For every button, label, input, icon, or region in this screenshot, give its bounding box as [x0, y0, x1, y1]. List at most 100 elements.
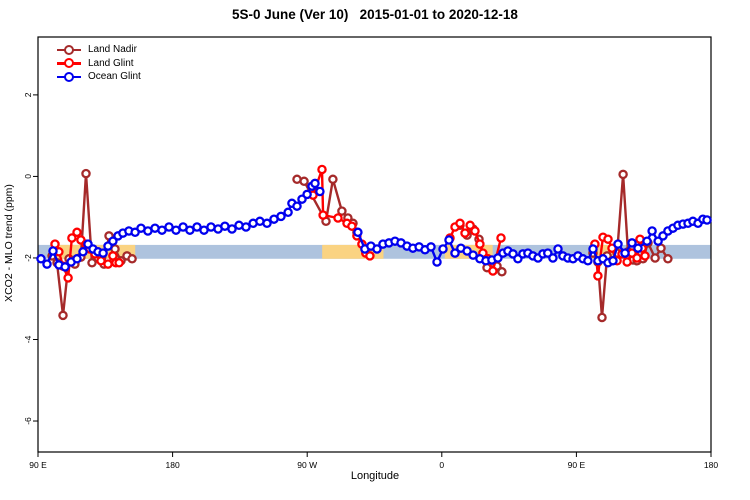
data-point-marker — [608, 256, 618, 266]
y-tick-label: 2 — [23, 92, 33, 97]
legend-item-label: Land Nadir — [88, 44, 137, 55]
open-circle-marker-icon — [64, 58, 74, 69]
data-point-marker — [588, 244, 598, 254]
data-point-marker — [72, 227, 82, 238]
data-point-marker — [372, 244, 382, 254]
data-point-marker — [496, 233, 506, 243]
y-tick-label: -6 — [23, 417, 33, 425]
x-tick-label: 90 E — [568, 460, 586, 470]
data-point-marker — [337, 206, 347, 216]
legend-item: Land Glint — [57, 57, 141, 71]
data-point-marker — [632, 253, 642, 263]
data-point-marker — [227, 224, 237, 234]
data-point-marker — [462, 246, 472, 256]
data-point-marker — [328, 174, 338, 185]
data-point-marker — [63, 273, 73, 283]
data-point-marker — [347, 221, 357, 231]
data-point-marker — [432, 257, 442, 267]
legend-line-sample — [57, 58, 81, 69]
legend-item-label: Land Glint — [88, 57, 134, 69]
data-point-marker — [450, 248, 460, 258]
data-point-marker — [42, 259, 52, 269]
data-point-marker — [48, 246, 58, 256]
data-point-marker — [603, 234, 613, 244]
chart-legend: Land Nadir Land Glint Ocean Glint — [57, 43, 141, 84]
data-point-marker — [315, 186, 325, 197]
plot-border — [37, 36, 712, 453]
y-tick-label: 0 — [23, 174, 33, 179]
data-point-marker — [103, 259, 113, 269]
data-point-marker — [640, 251, 650, 261]
x-tick-label: 180 — [704, 460, 718, 470]
data-point-marker — [702, 215, 712, 225]
data-point-marker — [302, 189, 312, 200]
data-point-marker — [108, 236, 118, 246]
data-point-marker — [365, 251, 375, 261]
data-point-marker — [618, 169, 628, 180]
data-point-marker — [468, 250, 478, 260]
data-point-marker — [444, 235, 454, 245]
data-point-marker — [78, 247, 88, 257]
data-point-marker — [292, 201, 302, 211]
data-point-marker — [647, 226, 657, 236]
data-point-marker — [642, 236, 652, 246]
legend-item: Land Nadir — [57, 43, 141, 57]
legend-line-sample — [57, 44, 81, 55]
data-point-marker — [548, 253, 558, 263]
legend-item-label: Ocean Glint — [88, 71, 141, 82]
open-circle-marker-icon — [64, 44, 74, 55]
x-tick-label: 90 E — [29, 460, 47, 470]
data-point-marker — [81, 168, 91, 179]
data-point-marker — [622, 257, 632, 267]
y-axis-label: XCO2 - MLO trend (ppm) — [3, 184, 15, 302]
data-point-marker — [426, 242, 436, 252]
open-circle-marker-icon — [64, 71, 74, 82]
data-point-marker — [627, 238, 637, 248]
data-point-marker — [633, 243, 643, 253]
data-point-marker — [497, 267, 507, 277]
data-point-marker — [36, 254, 46, 264]
data-point-marker — [299, 176, 309, 187]
data-point-marker — [276, 211, 286, 222]
data-point-marker — [620, 248, 630, 258]
data-point-marker — [597, 312, 607, 323]
data-point-marker — [67, 233, 77, 243]
data-point-marker — [470, 226, 480, 236]
data-point-marker — [353, 227, 363, 238]
series-ocean-glint — [36, 178, 712, 272]
data-point-marker — [613, 239, 623, 249]
x-tick-label: 90 W — [297, 460, 317, 470]
data-point-marker — [317, 164, 327, 175]
y-tick-label: -2 — [23, 254, 33, 262]
data-point-marker — [553, 244, 563, 254]
data-point-marker — [583, 256, 593, 266]
data-point-marker — [262, 218, 272, 229]
data-point-marker — [318, 210, 328, 220]
data-point-marker — [460, 228, 470, 238]
x-axis-label: Longitude — [350, 470, 400, 482]
data-point-marker — [438, 244, 448, 254]
legend-line-sample — [57, 71, 81, 82]
data-point-marker — [60, 262, 70, 272]
x-tick-label: 180 — [166, 460, 180, 470]
data-point-marker — [114, 258, 124, 268]
data-point-marker — [310, 178, 320, 189]
chart-title: 5S-0 June (Ver 10) 2015-01-01 to 2020-12… — [232, 7, 518, 22]
data-point-marker — [127, 254, 137, 264]
y-tick-label: -4 — [23, 335, 33, 343]
data-point-marker — [87, 258, 97, 268]
data-point-marker — [488, 266, 498, 276]
data-point-marker — [593, 271, 603, 281]
data-point-marker — [650, 253, 660, 263]
data-point-marker — [455, 218, 465, 229]
data-point-marker — [663, 254, 673, 264]
data-point-marker — [475, 239, 485, 249]
data-point-marker — [58, 310, 68, 321]
legend-item: Ocean Glint — [57, 70, 141, 84]
series-land-glint — [50, 164, 650, 283]
data-point-marker — [333, 213, 343, 223]
data-point-marker — [241, 222, 251, 232]
x-tick-label: 0 — [439, 460, 444, 470]
